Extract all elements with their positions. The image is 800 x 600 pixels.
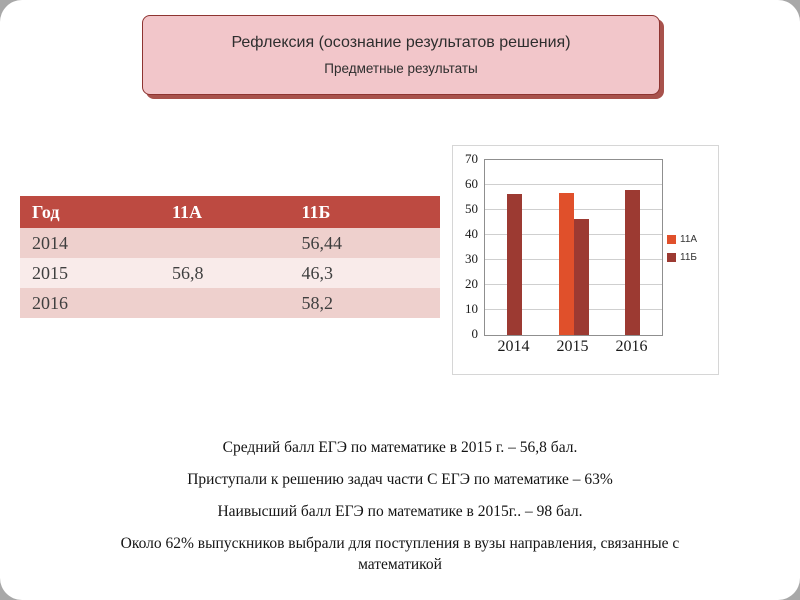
title-box: Рефлексия (осознание результатов решения… — [142, 15, 660, 95]
legend-label: 11А — [680, 234, 698, 245]
table-row: 2014 56,44 — [20, 228, 440, 258]
bar-group — [603, 160, 662, 335]
y-tick-label: 50 — [465, 201, 478, 216]
table-cell: 56,8 — [160, 258, 290, 288]
bar-groups — [485, 160, 662, 335]
y-tick-label: 10 — [465, 301, 478, 316]
column-header: Год — [20, 196, 160, 228]
x-tick-label: 2016 — [615, 338, 648, 355]
column-header: 11А — [160, 196, 290, 228]
chart-legend: 11А 11Б — [667, 234, 697, 263]
slide-subtitle: Предметные результаты — [324, 61, 478, 76]
x-tick-label: 2014 — [497, 338, 530, 355]
bar-11А-2015 — [558, 193, 574, 335]
bar-chart: 0 10 20 30 40 50 60 70 2014 2015 2016 11А 11Б — [452, 145, 719, 375]
y-tick-label: 70 — [465, 151, 478, 166]
legend-swatch-icon — [667, 253, 676, 262]
y-tick-label: 20 — [465, 276, 478, 291]
y-tick-label: 30 — [465, 251, 478, 266]
note-line: Приступали к решению задач части С ЕГЭ п… — [187, 471, 613, 489]
bar-group — [544, 160, 603, 335]
y-tick-label: 40 — [465, 226, 478, 241]
column-header: 11Б — [289, 196, 440, 228]
table-cell: 46,3 — [289, 258, 440, 288]
bar-group — [485, 160, 544, 335]
table-cell: 56,44 — [289, 228, 440, 258]
bar-11Б-2016 — [625, 189, 640, 335]
x-tick-label: 2015 — [556, 338, 589, 355]
notes-block: Средний балл ЕГЭ по математике в 2015 г.… — [0, 438, 800, 587]
bar-11Б-2014 — [507, 193, 522, 335]
note-line: Около 62% выпускников выбрали для поступ… — [120, 535, 680, 573]
table-cell — [160, 228, 290, 258]
gridline — [485, 209, 662, 210]
chart-plot — [484, 159, 663, 336]
table-cell — [160, 288, 290, 318]
x-axis-labels: 2014 2015 2016 — [484, 338, 661, 356]
y-axis-labels: 0 10 20 30 40 50 60 70 — [453, 151, 480, 341]
slide-title: Рефлексия (осознание результатов решения… — [231, 34, 571, 51]
legend-entry: 11А — [667, 234, 697, 245]
results-table: Год 11А 11Б 2014 56,44 2015 56,8 46,3 2016 58,2 — [20, 196, 440, 318]
gridline — [485, 184, 662, 185]
table-row: 2016 58,2 — [20, 288, 440, 318]
note-line: Средний балл ЕГЭ по математике в 2015 г.… — [222, 439, 578, 456]
y-tick-label: 0 — [471, 326, 479, 341]
table-row: 2015 56,8 46,3 — [20, 258, 440, 288]
table-header-row: Год 11А 11Б — [20, 196, 440, 228]
table-cell: 2015 — [20, 258, 160, 288]
legend-label: 11Б — [680, 252, 697, 263]
table-cell: 58,2 — [289, 288, 440, 318]
y-tick-label: 60 — [465, 176, 478, 191]
legend-swatch-icon — [667, 235, 676, 244]
bar-11Б-2015 — [573, 219, 589, 335]
legend-entry: 11Б — [667, 252, 697, 263]
table-cell: 2016 — [20, 288, 160, 318]
table-cell: 2014 — [20, 228, 160, 258]
note-line: Наивысший балл ЕГЭ по математике в 2015г… — [217, 503, 583, 521]
